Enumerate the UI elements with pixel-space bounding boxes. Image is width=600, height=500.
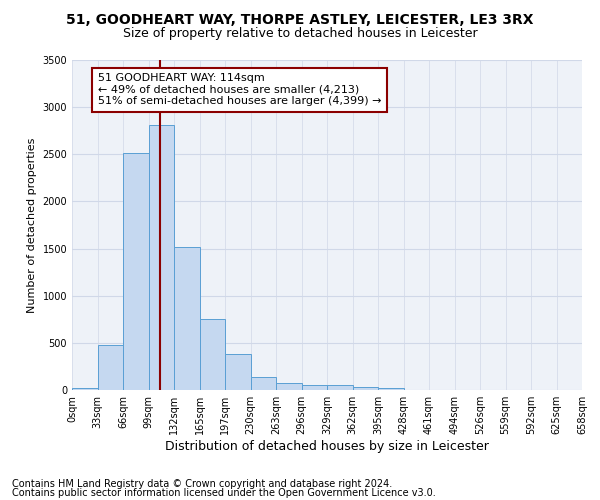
Bar bbox=[327, 385, 353, 390]
Bar bbox=[72, 388, 97, 390]
Text: 51, GOODHEART WAY, THORPE ASTLEY, LEICESTER, LE3 3RX: 51, GOODHEART WAY, THORPE ASTLEY, LEICES… bbox=[66, 12, 534, 26]
Bar bbox=[149, 125, 174, 390]
Text: Contains HM Land Registry data © Crown copyright and database right 2024.: Contains HM Land Registry data © Crown c… bbox=[12, 479, 392, 489]
Bar bbox=[302, 385, 327, 390]
Bar bbox=[353, 387, 378, 390]
Text: Size of property relative to detached houses in Leicester: Size of property relative to detached ho… bbox=[122, 28, 478, 40]
Bar bbox=[378, 388, 404, 390]
Bar bbox=[251, 377, 276, 390]
Y-axis label: Number of detached properties: Number of detached properties bbox=[27, 138, 37, 312]
X-axis label: Distribution of detached houses by size in Leicester: Distribution of detached houses by size … bbox=[165, 440, 489, 453]
Bar bbox=[174, 246, 199, 390]
Bar bbox=[97, 344, 123, 390]
Bar bbox=[225, 354, 251, 390]
Bar bbox=[199, 320, 225, 390]
Text: 51 GOODHEART WAY: 114sqm
← 49% of detached houses are smaller (4,213)
51% of sem: 51 GOODHEART WAY: 114sqm ← 49% of detach… bbox=[97, 73, 381, 106]
Bar bbox=[123, 154, 149, 390]
Bar bbox=[276, 384, 302, 390]
Text: Contains public sector information licensed under the Open Government Licence v3: Contains public sector information licen… bbox=[12, 488, 436, 498]
